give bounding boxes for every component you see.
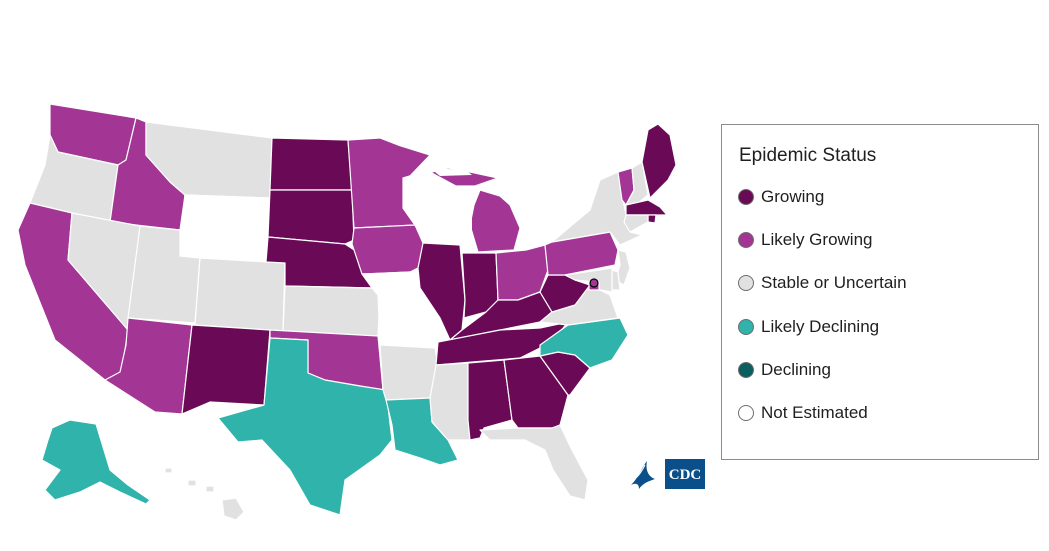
cdc-logo: CDC [631,459,705,489]
legend-title: Epidemic Status [739,145,877,166]
legend-label: Likely Growing [761,230,873,249]
state-alaska[interactable] [41,419,151,505]
great-lakes [430,168,472,250]
state-colorado[interactable] [194,257,286,332]
state-michigan[interactable] [469,189,521,253]
dc-marker [589,278,599,288]
legend-swatch-stable [738,275,754,291]
legend-label: Likely Declining [761,317,880,336]
state-wyoming[interactable] [179,194,271,263]
cdc-box: CDC [665,459,705,489]
state-hawaii[interactable] [164,467,245,521]
state-texas[interactable] [217,337,393,516]
state-connecticut[interactable] [623,214,649,233]
legend-swatch-likely-growing [738,232,754,248]
state-south-dakota[interactable] [267,189,355,245]
state-maine[interactable] [641,123,677,199]
legend-swatch-declining [738,362,754,378]
state-iowa[interactable] [351,224,426,275]
legend-item-stable: Stable or Uncertain [738,272,907,294]
legend-label: Not Estimated [761,403,868,422]
state-florida[interactable] [479,424,589,501]
state-shapes [17,103,677,521]
state-maryland[interactable] [564,267,613,293]
legend-label: Growing [761,187,825,206]
state-arkansas[interactable] [379,344,439,401]
legend-label: Declining [761,360,831,379]
state-north-dakota[interactable] [269,137,353,191]
legend: Epidemic Status Growing Likely Growing S… [721,124,1039,460]
state-rhode-island[interactable] [647,214,657,224]
legend-item-likely-declining: Likely Declining [738,316,879,338]
legend-item-likely-growing: Likely Growing [738,229,873,251]
state-new-york[interactable] [551,171,643,246]
legend-item-not-estimated: Not Estimated [738,402,868,424]
state-kentucky[interactable] [449,291,553,341]
legend-swatch-likely-declining [738,319,754,335]
legend-item-growing: Growing [738,186,824,208]
cdc-logo-text: CDC [669,467,702,483]
state-new-mexico[interactable] [181,324,271,415]
legend-swatch-growing [738,189,754,205]
legend-item-declining: Declining [738,359,831,381]
state-kansas[interactable] [282,285,381,337]
hhs-eagle-icon [631,461,655,489]
legend-label: Stable or Uncertain [761,273,907,292]
legend-swatch-not-estimated [738,405,754,421]
